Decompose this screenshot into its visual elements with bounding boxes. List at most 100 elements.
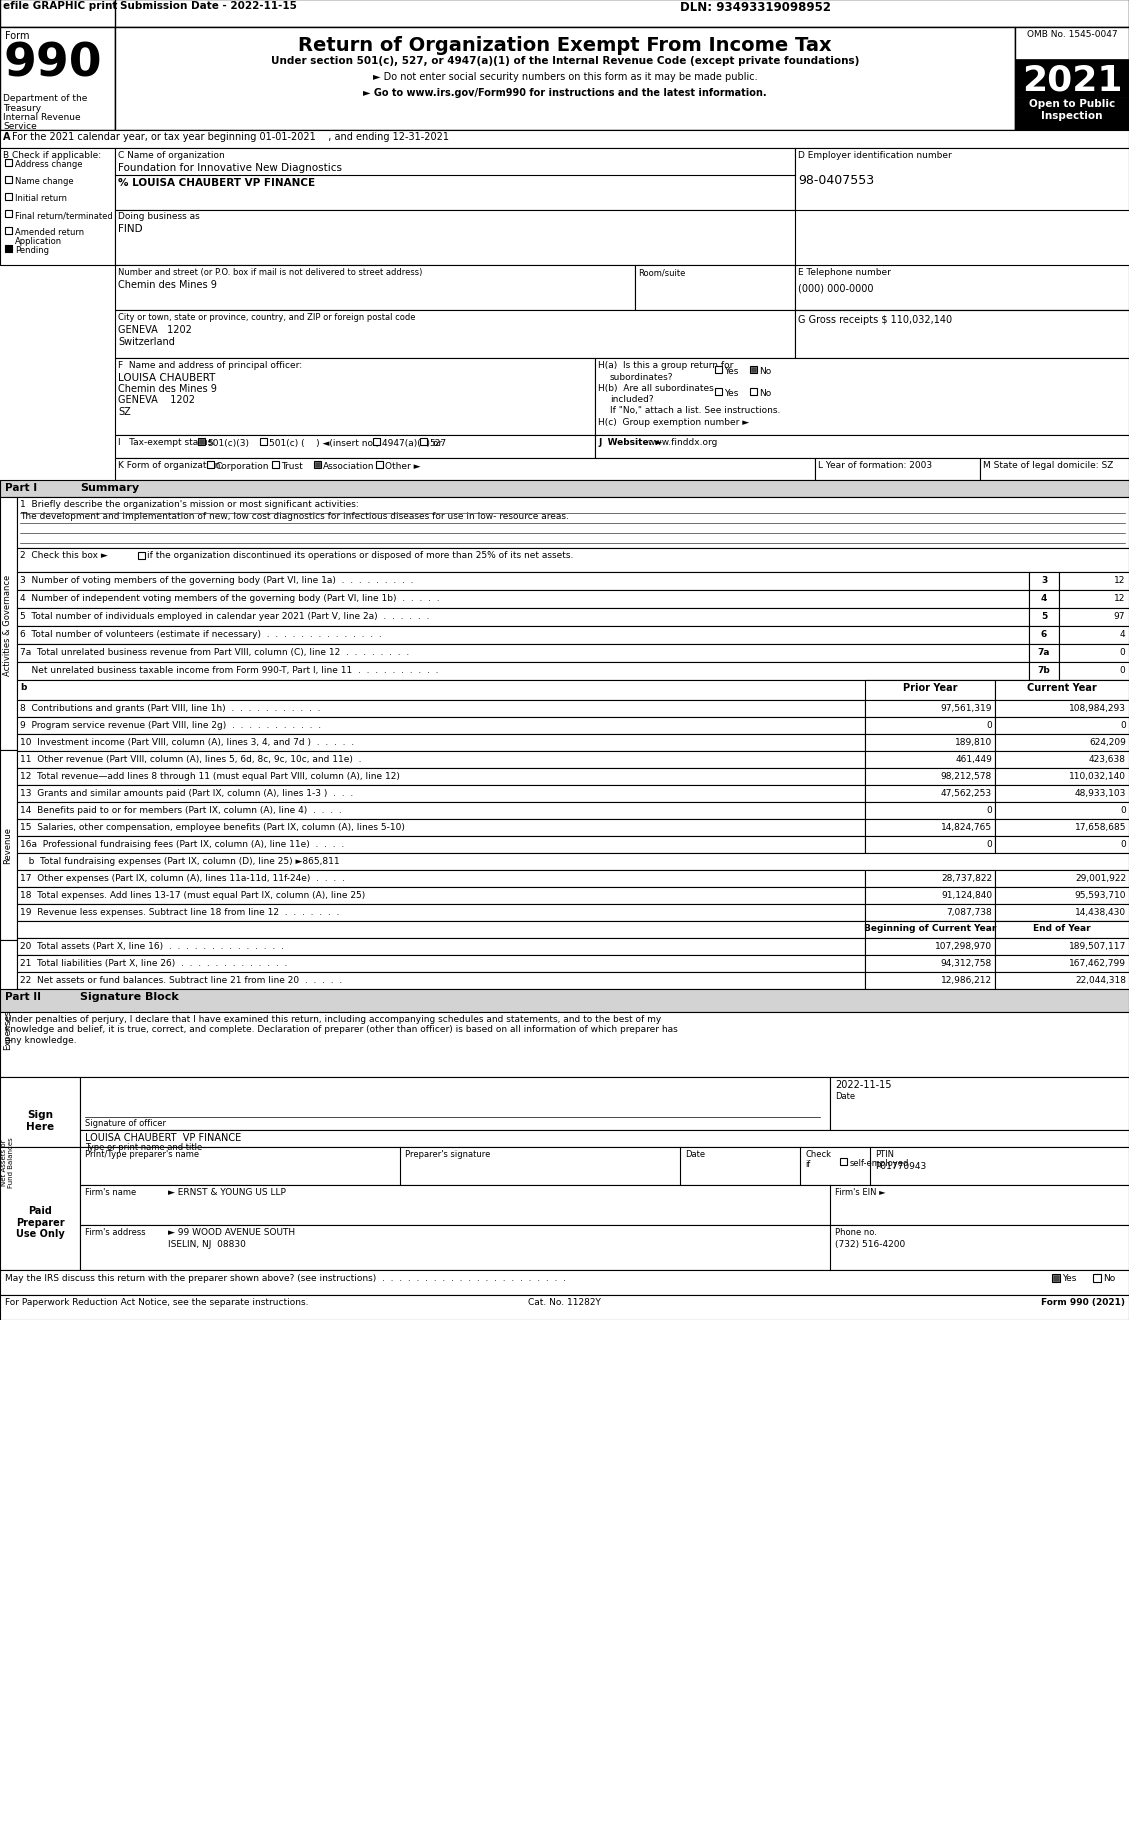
- Bar: [314, 461, 321, 468]
- Bar: [1059, 662, 1129, 681]
- Bar: [17, 871, 865, 888]
- Bar: [750, 388, 758, 395]
- Text: 990: 990: [5, 40, 103, 86]
- Bar: [815, 459, 980, 481]
- Text: 19  Revenue less expenses. Subtract line 18 from line 12  .  .  .  .  .  .  .: 19 Revenue less expenses. Subtract line …: [20, 908, 340, 917]
- Bar: [865, 734, 995, 752]
- Bar: [995, 836, 1129, 853]
- Bar: [373, 439, 380, 447]
- Text: May the IRS discuss this return with the preparer shown above? (see instructions: May the IRS discuss this return with the…: [5, 1274, 566, 1283]
- Bar: [995, 717, 1129, 734]
- Text: Initial return: Initial return: [15, 194, 67, 203]
- Text: Revenue: Revenue: [3, 827, 12, 864]
- Text: 14,438,430: 14,438,430: [1075, 908, 1126, 917]
- Bar: [995, 681, 1129, 701]
- Text: Chemin des Mines 9: Chemin des Mines 9: [119, 280, 217, 289]
- Bar: [715, 366, 723, 373]
- Bar: [1015, 27, 1129, 132]
- Text: 0: 0: [1119, 648, 1124, 657]
- Text: 0: 0: [987, 805, 992, 814]
- Bar: [198, 439, 205, 447]
- Text: Print/Type preparer's name: Print/Type preparer's name: [85, 1149, 199, 1158]
- Text: Switzerland: Switzerland: [119, 337, 175, 348]
- Bar: [865, 752, 995, 769]
- Bar: [260, 439, 266, 447]
- Text: City or town, state or province, country, and ZIP or foreign postal code: City or town, state or province, country…: [119, 313, 415, 322]
- Bar: [17, 922, 1129, 939]
- Bar: [17, 681, 1129, 701]
- Text: 4: 4: [1041, 593, 1048, 602]
- Bar: [80, 1131, 1129, 1147]
- Text: Yes: Yes: [1062, 1274, 1076, 1283]
- Text: 94,312,758: 94,312,758: [940, 959, 992, 968]
- Text: Under penalties of perjury, I declare that I have examined this return, includin: Under penalties of perjury, I declare th…: [5, 1014, 677, 1045]
- Bar: [995, 922, 1129, 939]
- Text: 6  Total number of volunteers (estimate if necessary)  .  .  .  .  .  .  .  .  .: 6 Total number of volunteers (estimate i…: [20, 630, 382, 639]
- Text: Open to Public
Inspection: Open to Public Inspection: [1029, 99, 1115, 121]
- Bar: [115, 359, 595, 436]
- Text: 95,593,710: 95,593,710: [1075, 891, 1126, 900]
- Bar: [795, 265, 1129, 311]
- Bar: [865, 955, 995, 972]
- Bar: [5, 245, 12, 253]
- Bar: [0, 1270, 1129, 1296]
- Text: 0: 0: [987, 721, 992, 730]
- Text: M State of legal domicile: SZ: M State of legal domicile: SZ: [983, 461, 1113, 470]
- Bar: [17, 701, 865, 717]
- Text: 28,737,822: 28,737,822: [940, 873, 992, 882]
- Bar: [207, 461, 215, 468]
- Bar: [995, 972, 1129, 990]
- Bar: [0, 1118, 17, 1208]
- Text: 0: 0: [987, 840, 992, 849]
- Bar: [17, 573, 1029, 591]
- Text: Submission Date - 2022-11-15: Submission Date - 2022-11-15: [120, 2, 297, 11]
- Bar: [995, 955, 1129, 972]
- Text: 0: 0: [1120, 805, 1126, 814]
- Bar: [1029, 591, 1059, 609]
- Text: b: b: [20, 683, 26, 692]
- Bar: [865, 904, 995, 922]
- Bar: [17, 644, 1029, 662]
- Text: L Year of formation: 2003: L Year of formation: 2003: [819, 461, 933, 470]
- Text: ► ERNST & YOUNG US LLP: ► ERNST & YOUNG US LLP: [168, 1188, 286, 1197]
- Text: I   Tax-exempt status:: I Tax-exempt status:: [119, 437, 216, 447]
- Text: SZ: SZ: [119, 406, 131, 417]
- Text: 13  Grants and similar amounts paid (Part IX, column (A), lines 1-3 )  .  .  .: 13 Grants and similar amounts paid (Part…: [20, 789, 353, 798]
- Text: F  Name and address of principal officer:: F Name and address of principal officer:: [119, 361, 303, 370]
- Bar: [865, 871, 995, 888]
- Text: Room/suite: Room/suite: [638, 267, 685, 276]
- Bar: [751, 368, 756, 373]
- Text: 18  Total expenses. Add lines 13-17 (must equal Part IX, column (A), line 25): 18 Total expenses. Add lines 13-17 (must…: [20, 891, 366, 900]
- Text: Yes: Yes: [724, 366, 738, 375]
- Text: Internal Revenue: Internal Revenue: [3, 113, 80, 123]
- Bar: [1053, 1276, 1059, 1281]
- Bar: [17, 853, 1129, 871]
- Text: Pending: Pending: [15, 245, 49, 254]
- Bar: [17, 836, 865, 853]
- Bar: [995, 752, 1129, 769]
- Bar: [5, 194, 12, 201]
- Text: If "No," attach a list. See instructions.: If "No," attach a list. See instructions…: [610, 406, 780, 415]
- Text: A: A: [3, 132, 10, 143]
- Text: 29,001,922: 29,001,922: [1075, 873, 1126, 882]
- Text: Current Year: Current Year: [1027, 683, 1097, 692]
- Bar: [0, 148, 115, 265]
- Text: C Name of organization: C Name of organization: [119, 150, 225, 159]
- Bar: [865, 681, 995, 701]
- Bar: [995, 939, 1129, 955]
- Bar: [17, 609, 1029, 626]
- Text: self-employed: self-employed: [850, 1158, 909, 1168]
- Text: Paid
Preparer
Use Only: Paid Preparer Use Only: [16, 1206, 64, 1239]
- Bar: [0, 1078, 80, 1147]
- Text: 461,449: 461,449: [955, 754, 992, 763]
- Bar: [865, 785, 995, 803]
- Text: LOUISA CHAUBERT  VP FINANCE: LOUISA CHAUBERT VP FINANCE: [85, 1133, 242, 1142]
- Text: Chemin des Mines 9: Chemin des Mines 9: [119, 384, 217, 393]
- Bar: [1059, 609, 1129, 626]
- Bar: [865, 803, 995, 820]
- Bar: [865, 701, 995, 717]
- Bar: [750, 366, 758, 373]
- Text: ► Do not enter social security numbers on this form as it may be made public.: ► Do not enter social security numbers o…: [373, 71, 758, 82]
- Text: Trust: Trust: [281, 461, 303, 470]
- Text: 0: 0: [1120, 721, 1126, 730]
